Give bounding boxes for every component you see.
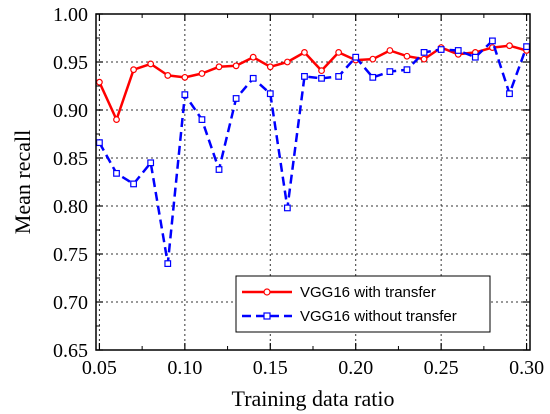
legend-label: VGG16 with transfer <box>300 284 436 301</box>
data-point <box>437 46 445 53</box>
x-tick-label: 0.05 <box>82 357 117 379</box>
tick-labels: 0.05 0.10 0.15 0.20 0.25 0.30 0.65 0.70 0.75 0.80… <box>53 4 544 379</box>
legend-marker <box>263 312 271 320</box>
y-tick-label: 0.75 <box>53 244 88 266</box>
legend-item: VGG16 with transfer <box>242 284 436 301</box>
data-point <box>523 43 530 51</box>
data-point <box>454 47 462 54</box>
y-axis-title: Mean recall <box>10 130 35 234</box>
x-tick-label: 0.30 <box>509 357 544 379</box>
x-tick-label: 0.20 <box>338 357 373 379</box>
data-point <box>352 53 360 61</box>
data-point <box>181 91 189 99</box>
data-point <box>301 72 308 80</box>
data-point <box>386 47 394 54</box>
y-tick-label: 1.00 <box>53 4 88 26</box>
data-point <box>471 53 479 61</box>
x-tick-label: 0.15 <box>253 357 288 379</box>
data-point <box>506 42 513 50</box>
data-point <box>318 67 325 75</box>
data-point <box>283 204 291 212</box>
series-line <box>98 44 527 121</box>
data-point <box>403 52 411 60</box>
data-point <box>301 49 308 56</box>
data-point <box>232 62 240 70</box>
y-tick-label: 0.85 <box>53 148 88 170</box>
data-point <box>181 73 189 81</box>
x-tick-label: 0.25 <box>424 357 459 379</box>
data-point <box>386 68 394 76</box>
data-point <box>249 53 257 61</box>
y-tick-label: 0.80 <box>53 196 88 218</box>
legend-label: VGG16 without transfer <box>300 308 457 325</box>
data-point <box>164 72 172 79</box>
x-axis-title: Training data ratio <box>232 386 395 411</box>
data-point <box>403 66 411 74</box>
data-point <box>130 180 137 188</box>
data-point <box>232 95 240 102</box>
data-point <box>249 74 257 82</box>
data-point <box>506 90 513 98</box>
data-point <box>198 116 206 124</box>
x-tick-label: 0.10 <box>167 357 202 379</box>
data-point <box>420 55 428 63</box>
data-point <box>113 169 120 177</box>
data-point <box>96 78 103 86</box>
data-point <box>215 166 223 173</box>
y-tick-label: 0.90 <box>53 100 88 122</box>
data-point <box>198 70 206 77</box>
series-line <box>98 39 528 265</box>
data-point <box>335 72 343 80</box>
data-point <box>420 48 428 56</box>
data-point <box>113 116 120 123</box>
data-point <box>96 139 103 147</box>
series-layer <box>96 37 530 267</box>
y-tick-label: 0.65 <box>53 340 88 362</box>
data-point <box>164 260 172 267</box>
data-point <box>266 63 274 71</box>
series-2 <box>96 37 530 267</box>
y-tick-label: 0.95 <box>53 52 88 74</box>
data-point <box>283 58 291 66</box>
data-point <box>369 55 377 63</box>
data-point <box>335 49 343 56</box>
legend-box <box>235 275 491 333</box>
legend: VGG16 with transfer VGG16 without transfe… <box>235 275 491 333</box>
data-point <box>266 90 274 98</box>
data-point <box>489 37 496 45</box>
data-point <box>215 63 223 71</box>
legend-item: VGG16 without transfer <box>242 308 457 325</box>
y-tick-label: 0.70 <box>53 292 88 314</box>
data-point <box>369 73 377 81</box>
data-point <box>318 74 325 82</box>
data-point <box>130 66 137 74</box>
axis-ticks <box>96 13 530 351</box>
data-point <box>147 159 155 167</box>
data-point <box>147 60 155 68</box>
legend-marker <box>263 288 271 296</box>
